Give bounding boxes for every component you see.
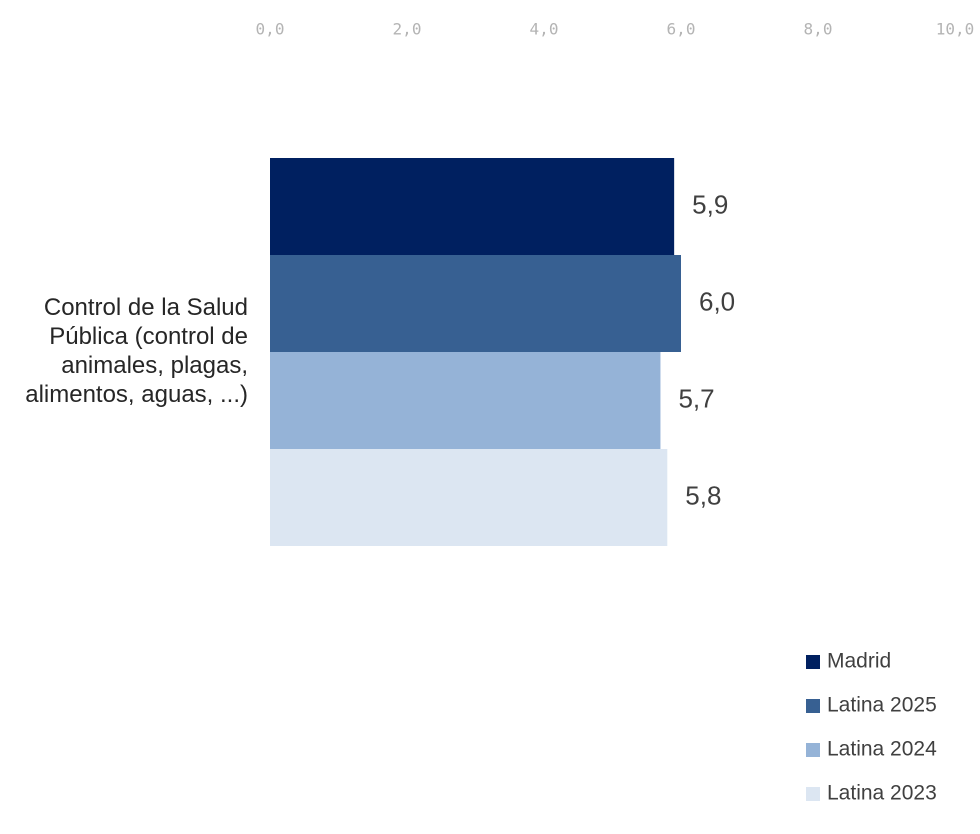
x-tick-label: 6,0 <box>667 20 696 39</box>
x-axis: 0,0 2,0 4,0 6,0 8,0 10,0 <box>256 20 975 39</box>
x-tick-label: 4,0 <box>530 20 559 39</box>
bar-latina-2024 <box>270 352 661 449</box>
legend-swatch-latina-2024 <box>806 743 820 757</box>
legend-label-latina-2025: Latina 2025 <box>827 694 937 717</box>
category-label: Control de la Salud Pública (control de an… <box>25 294 248 408</box>
legend-swatch-madrid <box>806 655 820 669</box>
data-label: 5,8 <box>685 480 721 510</box>
data-label: 5,7 <box>678 383 714 413</box>
data-labels: 5,9 6,0 5,7 5,8 <box>678 189 735 510</box>
x-tick-label: 0,0 <box>256 20 285 39</box>
bar-latina-2025 <box>270 255 681 352</box>
bars <box>270 158 681 546</box>
category-label-line: animales, plagas, <box>61 352 248 379</box>
legend: Madrid Latina 2025 Latina 2024 Latina 2023 <box>806 650 937 805</box>
category-label-line: alimentos, aguas, ...) <box>25 381 248 408</box>
data-label: 5,9 <box>692 189 728 219</box>
legend-label-latina-2024: Latina 2024 <box>827 738 937 761</box>
x-tick-label: 8,0 <box>804 20 833 39</box>
legend-swatch-latina-2023 <box>806 787 820 801</box>
category-label-line: Pública (control de <box>49 323 248 350</box>
legend-label-madrid: Madrid <box>827 650 891 673</box>
legend-swatch-latina-2025 <box>806 699 820 713</box>
category-axis: Control de la Salud Pública (control de an… <box>25 294 248 408</box>
x-tick-label: 10,0 <box>936 20 975 39</box>
bar-latina-2023 <box>270 449 668 546</box>
legend-label-latina-2023: Latina 2023 <box>827 782 937 805</box>
category-label-line: Control de la Salud <box>44 294 248 321</box>
data-label: 6,0 <box>699 286 735 316</box>
bar-madrid <box>270 158 675 255</box>
x-tick-label: 2,0 <box>393 20 422 39</box>
